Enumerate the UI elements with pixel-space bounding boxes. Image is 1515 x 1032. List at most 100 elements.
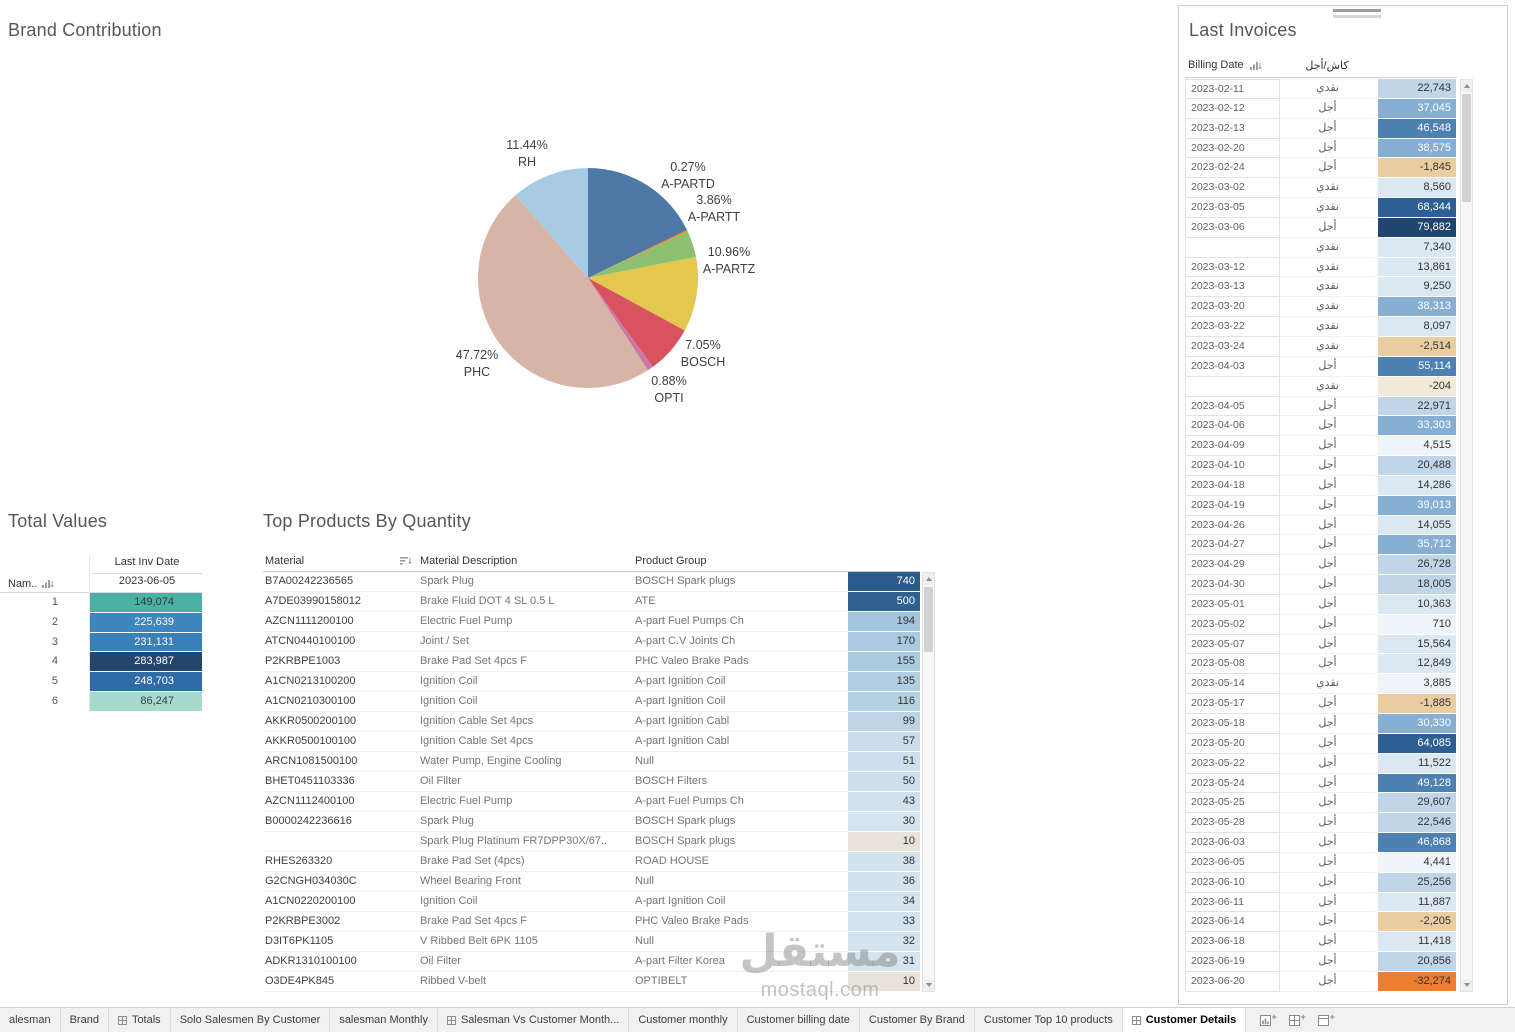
amount-cell[interactable]: 7,340 <box>1378 237 1456 258</box>
pay-type-cell[interactable]: أجل <box>1280 912 1375 933</box>
pay-type-cell[interactable]: أجل <box>1280 793 1375 814</box>
pay-type-cell[interactable]: أجل <box>1280 595 1375 615</box>
pay-type-cell[interactable]: أجل <box>1280 615 1375 635</box>
description-cell[interactable]: Ignition Cable Set 4pcs <box>418 712 633 732</box>
pay-type-cell[interactable]: نقدي <box>1280 238 1375 258</box>
product-group-cell[interactable]: OPTIBELT <box>633 972 848 992</box>
billing-date-cell[interactable]: 2023-02-12 <box>1185 98 1280 119</box>
invoices-scrollbar[interactable] <box>1460 79 1473 992</box>
amount-cell[interactable]: 35,712 <box>1378 535 1456 556</box>
billing-date-cell[interactable]: 2023-04-19 <box>1185 495 1280 516</box>
amount-cell[interactable]: 8,560 <box>1378 178 1456 199</box>
billing-date-cell[interactable]: 2023-05-14 <box>1185 674 1280 695</box>
sheet-tab-customer-details[interactable]: Customer Details <box>1122 1008 1247 1032</box>
pay-type-cell[interactable]: أجل <box>1280 496 1375 516</box>
billing-date-cell[interactable]: 2023-05-07 <box>1185 634 1280 655</box>
material-cell[interactable]: A1CN0210300100 <box>263 692 418 712</box>
sheet-tab-salesman-vs-customer-month[interactable]: Salesman Vs Customer Month... <box>437 1008 630 1032</box>
pay-type-cell[interactable]: نقدي <box>1280 178 1375 199</box>
description-cell[interactable]: Brake Pad Set 4pcs F <box>418 652 633 672</box>
sheet-tab-brand[interactable]: Brand <box>60 1008 109 1032</box>
material-cell[interactable]: B0000242236616 <box>263 812 418 832</box>
billing-date-cell[interactable]: 2023-03-24 <box>1185 336 1280 357</box>
description-cell[interactable]: V Ribbed Belt 6PK 1105 <box>418 932 633 952</box>
pay-type-cell[interactable]: نقدي <box>1280 337 1375 357</box>
new-dashboard-icon[interactable] <box>1289 1014 1306 1027</box>
sheet-tab-customer-top-10-products[interactable]: Customer Top 10 products <box>974 1008 1123 1032</box>
product-group-cell[interactable]: A-part C.V Joints Ch <box>633 632 848 652</box>
value-cell[interactable]: 225,639 <box>90 612 202 633</box>
product-group-cell[interactable]: ROAD HOUSE <box>633 852 848 872</box>
description-cell[interactable]: Spark Plug Platinum FR7DPP30X/67.. <box>418 832 633 852</box>
pay-type-cell[interactable]: أجل <box>1280 476 1375 496</box>
scroll-thumb[interactable] <box>1462 94 1471 202</box>
quantity-cell[interactable]: 170 <box>848 632 920 652</box>
description-cell[interactable]: Brake Pad Set (4pcs) <box>418 852 633 872</box>
description-cell[interactable]: Wheel Bearing Front <box>418 872 633 892</box>
pie-slice-rh[interactable] <box>515 168 588 278</box>
billing-date-cell[interactable]: 2023-06-20 <box>1185 971 1280 992</box>
billing-date-cell[interactable]: 2023-03-20 <box>1185 297 1280 318</box>
quantity-cell[interactable]: 135 <box>848 672 920 692</box>
pay-type-cell[interactable]: أجل <box>1280 654 1375 675</box>
amount-cell[interactable]: 13,861 <box>1378 257 1456 278</box>
amount-cell[interactable]: 11,418 <box>1378 932 1456 953</box>
pie-slice-a-partd[interactable] <box>588 230 688 278</box>
scroll-down-button[interactable] <box>923 979 934 991</box>
billing-date-cell[interactable]: 2023-04-30 <box>1185 575 1280 595</box>
billing-date-cell[interactable]: 2023-06-03 <box>1185 833 1280 853</box>
amount-cell[interactable]: -204 <box>1378 376 1456 397</box>
billing-date-cell[interactable]: 2023-03-05 <box>1185 198 1280 218</box>
column-header-product-group[interactable]: Product Group <box>633 550 848 571</box>
pie-slice-a-partt[interactable] <box>588 231 696 278</box>
description-cell[interactable]: Water Pump, Engine Cooling <box>418 752 633 772</box>
product-group-cell[interactable]: A-part Fuel Pumps Ch <box>633 792 848 812</box>
pay-type-cell[interactable]: أجل <box>1280 158 1375 179</box>
pay-type-cell[interactable]: أجل <box>1280 833 1375 853</box>
material-cell[interactable]: B7A00242236565 <box>263 572 418 592</box>
pay-type-cell[interactable]: أجل <box>1280 853 1375 873</box>
material-cell[interactable]: P2KRBPE1003 <box>263 652 418 672</box>
amount-cell[interactable]: 8,097 <box>1378 317 1456 337</box>
column-header-last-inv-date[interactable]: Last Inv Date <box>92 556 202 574</box>
product-group-cell[interactable]: Null <box>633 752 848 772</box>
billing-date-cell[interactable]: 2023-02-24 <box>1185 158 1280 179</box>
amount-cell[interactable]: -2,205 <box>1378 912 1456 933</box>
amount-cell[interactable]: 55,114 <box>1378 356 1456 377</box>
billing-date-cell[interactable] <box>1185 237 1280 258</box>
billing-date-cell[interactable]: 2023-04-18 <box>1185 475 1280 496</box>
sheet-tab-solo-salesmen-by-customer[interactable]: Solo Salesmen By Customer <box>170 1008 331 1032</box>
sort-icon[interactable] <box>1249 60 1262 71</box>
description-cell[interactable]: Ignition Cable Set 4pcs <box>418 732 633 752</box>
row-header[interactable]: 4 <box>51 655 58 668</box>
amount-cell[interactable]: 4,515 <box>1378 436 1456 457</box>
product-group-cell[interactable]: A-part Fuel Pumps Ch <box>633 612 848 632</box>
description-cell[interactable]: Ignition Coil <box>418 892 633 912</box>
pay-type-cell[interactable]: أجل <box>1280 397 1375 417</box>
amount-cell[interactable]: 12,849 <box>1378 654 1456 675</box>
pay-type-cell[interactable]: أجل <box>1280 99 1375 119</box>
quantity-cell[interactable]: 10 <box>848 832 920 852</box>
amount-cell[interactable]: 3,885 <box>1378 674 1456 695</box>
billing-date-cell[interactable]: 2023-04-05 <box>1185 396 1280 417</box>
sort-icon[interactable] <box>42 578 55 589</box>
sort-icon[interactable] <box>400 555 412 566</box>
billing-date-cell[interactable]: 2023-05-17 <box>1185 694 1280 714</box>
quantity-cell[interactable]: 10 <box>848 972 920 992</box>
sheet-tab-salesman-monthly[interactable]: salesman Monthly <box>330 1008 438 1032</box>
sheet-tab-customer-by-brand[interactable]: Customer By Brand <box>859 1008 975 1032</box>
quantity-cell[interactable]: 50 <box>848 772 920 792</box>
panel-scroll-grip[interactable] <box>1333 9 1381 12</box>
product-group-cell[interactable]: A-part Ignition Coil <box>633 892 848 912</box>
description-cell[interactable]: Ignition Coil <box>418 672 633 692</box>
amount-cell[interactable]: 15,564 <box>1378 634 1456 655</box>
sheet-tab-customer-billing-date[interactable]: Customer billing date <box>737 1008 860 1032</box>
amount-cell[interactable]: 79,882 <box>1378 217 1456 238</box>
billing-date-cell[interactable]: 2023-06-18 <box>1185 932 1280 953</box>
pie-slice-phc[interactable] <box>477 195 648 389</box>
billing-date-cell[interactable]: 2023-05-25 <box>1185 793 1280 814</box>
pay-type-cell[interactable]: نقدي <box>1280 297 1375 318</box>
material-cell[interactable]: P2KRBPE3002 <box>263 912 418 932</box>
description-cell[interactable]: Joint / Set <box>418 632 633 652</box>
pie-slice-a-partz[interactable] <box>588 257 699 331</box>
